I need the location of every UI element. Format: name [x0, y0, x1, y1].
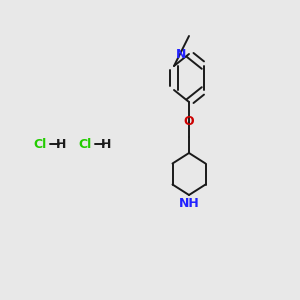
Text: N: N — [176, 47, 187, 61]
Text: Cl: Cl — [79, 137, 92, 151]
Text: O: O — [184, 115, 194, 128]
Text: H: H — [56, 137, 67, 151]
Text: Cl: Cl — [34, 137, 47, 151]
Text: H: H — [101, 137, 112, 151]
Text: NH: NH — [178, 197, 200, 210]
